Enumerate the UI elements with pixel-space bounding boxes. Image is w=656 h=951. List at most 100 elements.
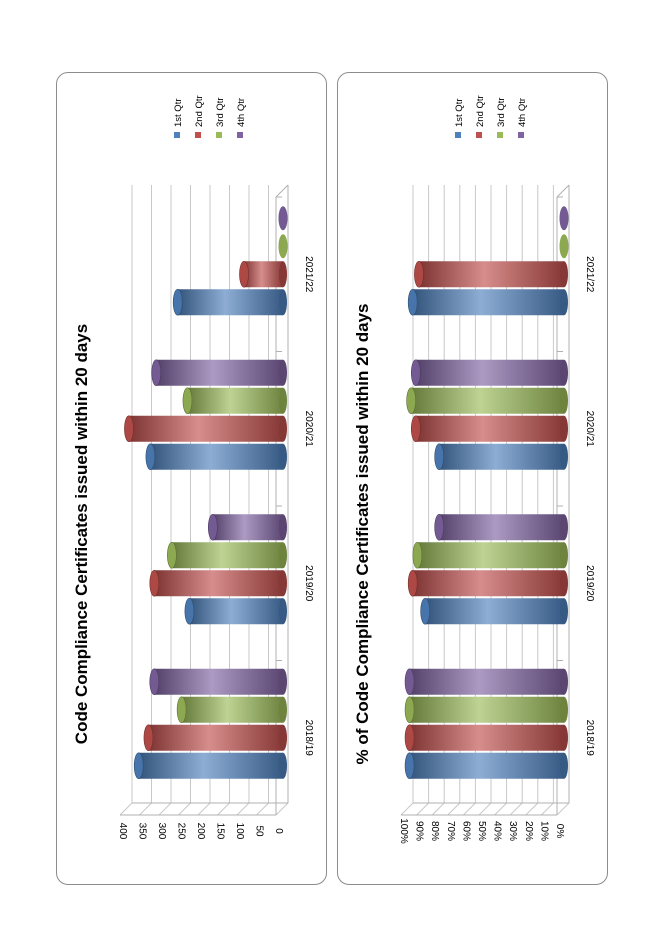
legend-swatch — [497, 132, 503, 138]
bar-3rd-qtr-2018-19 — [404, 696, 568, 724]
bar-2nd-qtr-2019-20 — [407, 569, 568, 597]
y-tick-label: 150 — [215, 823, 226, 840]
y-tick-label: 100 — [234, 823, 245, 840]
gridline-floor — [275, 802, 289, 816]
gridline-floor — [158, 802, 172, 816]
floor-edge — [556, 184, 570, 198]
gridline-floor — [525, 802, 539, 816]
gridline-floor — [178, 802, 191, 816]
legend-label: 2nd Qtr — [475, 95, 486, 127]
bar-4th-qtr-2021-22 — [559, 206, 569, 231]
chart-percent: 0% 10% 20% 30% 40% 50% 60% 70% 80% 90% 100% 2018/19… — [353, 95, 595, 844]
bar-3rd-qtr-2021-22 — [278, 234, 288, 259]
category-label: 2020/21 — [584, 411, 595, 448]
bar-1st-qtr-2021-22 — [407, 288, 568, 316]
gridline-floor — [139, 802, 152, 816]
y-tick-label: 400 — [117, 823, 128, 840]
category-label: 2021/22 — [303, 256, 314, 293]
category-label: 2018/19 — [584, 720, 595, 757]
gridline-floor — [494, 802, 507, 816]
bar-1st-qtr-2019-20 — [420, 597, 568, 625]
category-label: 2019/20 — [584, 565, 595, 602]
y-tick-label: 300 — [156, 823, 167, 840]
bar-1st-qtr-2019-20 — [184, 597, 287, 625]
bar-2nd-qtr-2018-19 — [404, 724, 568, 752]
chart-panel-percent: 0% 10% 20% 30% 40% 50% 60% 70% 80% 90% 100% 2018/19… — [337, 72, 608, 885]
bar-1st-qtr-2018-19 — [404, 752, 568, 780]
gridline-floor — [416, 802, 429, 816]
bar-4th-qtr-2019-20 — [434, 513, 568, 541]
bar-3rd-qtr-2021-22 — [559, 234, 569, 259]
gridline-floor — [217, 802, 230, 816]
legend-swatch — [195, 132, 201, 138]
legend-label: 1st Qtr — [173, 98, 184, 127]
bar-2nd-qtr-2021-22 — [239, 260, 287, 288]
legend-swatch — [455, 132, 461, 138]
bar-3rd-qtr-2019-20 — [412, 541, 568, 569]
bar-2nd-qtr-2019-20 — [149, 569, 287, 597]
y-tick-label: 50 — [254, 825, 265, 837]
bar-1st-qtr-2020-21 — [434, 443, 568, 471]
y-tick-label: 0 — [273, 828, 284, 834]
legend-label: 4th Qtr — [236, 98, 247, 127]
chart-title: Code Compliance Certificates issued with… — [72, 324, 91, 744]
legend-swatch — [476, 132, 482, 138]
y-tick-label: 20% — [523, 821, 534, 841]
legend-swatch — [174, 132, 180, 138]
y-tick-label: 80% — [429, 821, 440, 841]
gridline-floor — [556, 802, 570, 816]
gridline-floor — [478, 802, 492, 816]
bar-4th-qtr-2020-21 — [151, 359, 287, 387]
gridline-floor — [197, 802, 211, 816]
bar-3rd-qtr-2018-19 — [176, 696, 287, 724]
y-tick-label: 250 — [176, 823, 187, 840]
y-tick-label: 50% — [476, 821, 487, 841]
y-tick-label: 200 — [195, 823, 206, 840]
bar-3rd-qtr-2020-21 — [182, 387, 287, 415]
category-label: 2021/22 — [584, 256, 595, 293]
legend-label: 2nd Qtr — [194, 95, 205, 127]
bar-1st-qtr-2018-19 — [133, 752, 287, 780]
bar-2nd-qtr-2020-21 — [124, 415, 287, 443]
legend-label: 4th Qtr — [517, 98, 528, 127]
bar-2nd-qtr-2020-21 — [411, 415, 568, 443]
gridline-floor — [431, 802, 445, 816]
bar-4th-qtr-2019-20 — [208, 513, 287, 541]
bar-1st-qtr-2021-22 — [172, 288, 287, 316]
gridline-floor — [447, 802, 461, 816]
bar-3rd-qtr-2019-20 — [167, 541, 287, 569]
bar-3rd-qtr-2020-21 — [406, 387, 568, 415]
legend-swatch — [518, 132, 524, 138]
bar-4th-qtr-2021-22 — [278, 206, 288, 231]
bar-4th-qtr-2018-19 — [404, 668, 568, 696]
gridline-floor — [119, 802, 133, 816]
y-tick-label: 70% — [445, 821, 456, 841]
chart-panel-count: 0 50 100 150 200 250 300 350 400 2018/19 2019/20 20… — [56, 72, 327, 885]
gridline-floor — [509, 802, 523, 816]
category-label: 2019/20 — [303, 565, 314, 602]
gridline-floor — [541, 802, 554, 816]
gridline-floor — [256, 802, 269, 816]
bar-1st-qtr-2020-21 — [145, 443, 287, 471]
legend-label: 3rd Qtr — [496, 97, 507, 127]
legend-swatch — [216, 132, 222, 138]
bar-2nd-qtr-2021-22 — [414, 260, 568, 288]
gridline-floor — [463, 802, 476, 816]
y-tick-label: 100% — [398, 818, 409, 844]
gridline-floor — [400, 802, 414, 816]
bar-4th-qtr-2020-21 — [411, 359, 568, 387]
y-tick-label: 40% — [492, 821, 503, 841]
chart-title: % of Code Compliance Certificates issued… — [353, 303, 372, 764]
legend-label: 1st Qtr — [454, 98, 465, 127]
y-tick-label: 0% — [554, 824, 565, 839]
legend-label: 3rd Qtr — [215, 97, 226, 127]
chart-count: 0 50 100 150 200 250 300 350 400 2018/19 2019/20 20… — [72, 95, 314, 840]
category-label: 2018/19 — [303, 720, 314, 757]
category-label: 2020/21 — [303, 411, 314, 448]
legend-swatch — [237, 132, 243, 138]
bar-4th-qtr-2018-19 — [149, 668, 287, 696]
y-tick-label: 10% — [538, 821, 549, 841]
gridline-floor — [236, 802, 250, 816]
floor-edge — [275, 184, 289, 198]
y-tick-label: 60% — [460, 821, 471, 841]
